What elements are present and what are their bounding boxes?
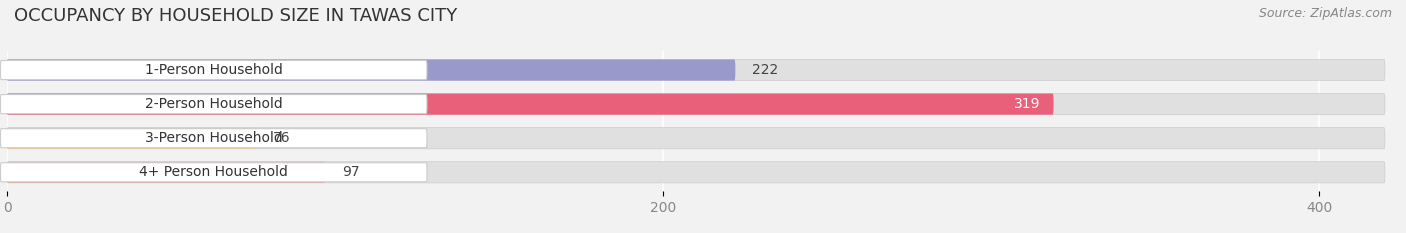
Text: 3-Person Household: 3-Person Household	[145, 131, 283, 145]
Text: 1-Person Household: 1-Person Household	[145, 63, 283, 77]
Text: OCCUPANCY BY HOUSEHOLD SIZE IN TAWAS CITY: OCCUPANCY BY HOUSEHOLD SIZE IN TAWAS CIT…	[14, 7, 457, 25]
Text: 76: 76	[273, 131, 291, 145]
FancyBboxPatch shape	[0, 129, 427, 148]
FancyBboxPatch shape	[7, 93, 1385, 115]
Text: 2-Person Household: 2-Person Household	[145, 97, 283, 111]
Text: 4+ Person Household: 4+ Person Household	[139, 165, 288, 179]
FancyBboxPatch shape	[7, 93, 1053, 115]
Text: Source: ZipAtlas.com: Source: ZipAtlas.com	[1258, 7, 1392, 20]
FancyBboxPatch shape	[0, 95, 427, 114]
FancyBboxPatch shape	[0, 61, 427, 79]
FancyBboxPatch shape	[7, 128, 256, 149]
FancyBboxPatch shape	[7, 59, 1385, 81]
Text: 319: 319	[1014, 97, 1040, 111]
FancyBboxPatch shape	[0, 163, 427, 182]
Text: 97: 97	[342, 165, 360, 179]
FancyBboxPatch shape	[7, 59, 735, 81]
Text: 222: 222	[752, 63, 778, 77]
FancyBboxPatch shape	[7, 162, 1385, 183]
FancyBboxPatch shape	[7, 128, 1385, 149]
FancyBboxPatch shape	[7, 162, 325, 183]
